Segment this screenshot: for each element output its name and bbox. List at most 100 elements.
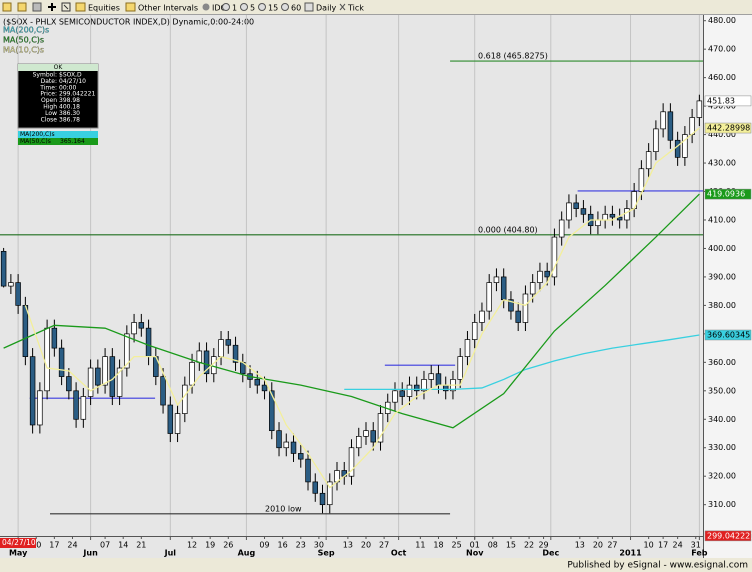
toolbar-item[interactable]: 60 <box>291 4 301 13</box>
clock-icon[interactable] <box>222 3 230 11</box>
candle-body <box>327 481 333 506</box>
x-tick-label: 13 <box>575 541 585 550</box>
x-tick-label: 17 <box>49 541 59 550</box>
chart-icon[interactable] <box>32 2 42 12</box>
candle-body <box>624 208 630 221</box>
y-tick-label: 480.00 <box>708 16 736 25</box>
calendar-icon[interactable] <box>304 2 314 12</box>
candle-body <box>674 139 681 158</box>
tick-icon[interactable] <box>339 3 346 11</box>
price-tag-label: 419.0936 <box>707 190 745 199</box>
toolbar-item[interactable]: 15 <box>268 4 278 13</box>
x-tick-label: 09 <box>259 541 269 550</box>
add-icon[interactable] <box>48 3 56 11</box>
candle-body <box>602 213 608 221</box>
candle-body <box>196 350 203 363</box>
folder-icon[interactable] <box>125 2 136 12</box>
x-tick-label: 19 <box>205 541 215 550</box>
toolbar-item[interactable]: 1 <box>232 4 237 13</box>
x-tick-label: 10 <box>31 541 41 550</box>
x-month-label: 2011 <box>619 549 642 558</box>
clock-icon[interactable] <box>281 3 289 11</box>
x-tick-label: 14 <box>118 541 128 550</box>
candle-body <box>682 134 688 158</box>
toolbar-item[interactable]: Equities <box>88 4 120 13</box>
candle-body <box>22 305 29 357</box>
y-tick-label: 440.00 <box>708 130 736 139</box>
clock-icon[interactable] <box>240 3 248 11</box>
price-tag <box>704 530 752 542</box>
candle-body <box>348 447 355 477</box>
ma-line <box>24 127 700 489</box>
info-label: Open <box>41 97 57 104</box>
candle-body <box>102 356 108 386</box>
toolbar-item[interactable]: Other Intervals <box>138 4 198 13</box>
y-tick-label: 460.00 <box>708 73 736 82</box>
folder-icon[interactable] <box>2 2 12 12</box>
x-tick-label: 23 <box>296 541 306 550</box>
candle-body <box>29 356 36 426</box>
link-icon[interactable] <box>61 2 71 12</box>
info-ma-value: 365.164 <box>60 138 85 145</box>
candle-body <box>131 322 137 335</box>
candle-body <box>696 100 703 118</box>
x-tick-label: 07 <box>100 541 110 550</box>
y-tick-label: 340.00 <box>708 415 736 424</box>
x-tick-label: 12 <box>187 541 197 550</box>
info-label: Low <box>45 110 57 117</box>
candle-body <box>660 111 666 130</box>
candle-body <box>37 390 43 426</box>
x-tick-label: 21 <box>136 541 146 550</box>
candle-body <box>573 202 579 209</box>
x-month-label: May <box>9 549 28 558</box>
candle-body <box>124 333 130 369</box>
candle-body <box>319 492 326 506</box>
legend-entry: MA(50,C)s <box>3 36 44 45</box>
x-month-label: Oct <box>391 549 407 558</box>
candle-body <box>616 216 623 221</box>
candle-body <box>428 373 434 380</box>
folder-icon[interactable] <box>75 2 86 12</box>
toolbar-item[interactable]: 5 <box>250 4 255 13</box>
x-tick-label: 25 <box>451 541 461 550</box>
level-label: 0.618 (465.8275) <box>478 52 548 61</box>
x-tick-label: 20 <box>593 541 603 550</box>
folder-icon[interactable] <box>17 2 27 12</box>
candle-body <box>312 481 319 494</box>
info-value: 04/27/10 <box>59 78 86 85</box>
x-tick-label: 31 <box>691 541 701 550</box>
x-month-label: Aug <box>238 549 256 558</box>
candle-body <box>609 213 616 218</box>
toolbar-item[interactable]: IDC <box>212 4 227 13</box>
price-tag-label: 369.60345 <box>707 330 750 339</box>
y-tick-label: 430.00 <box>708 159 736 168</box>
candle-body <box>464 339 471 357</box>
toolbar-item[interactable]: Daily <box>316 4 337 13</box>
price-tag <box>704 188 752 200</box>
candle-body <box>392 390 398 403</box>
candle-body <box>580 208 587 215</box>
info-label: Symbol: <box>33 72 57 79</box>
candle-body <box>406 384 413 397</box>
candle-body <box>145 327 152 357</box>
date-axis <box>0 536 703 558</box>
candle-body <box>544 270 550 278</box>
settings-icon[interactable] <box>202 3 210 11</box>
candle-body <box>515 310 521 323</box>
y-tick-label: 320.00 <box>708 472 736 481</box>
toolbar-item[interactable]: Tick <box>347 4 364 13</box>
y-tick-label: 350.00 <box>708 386 736 395</box>
level-label: 2010 low <box>265 504 302 513</box>
candle-body <box>0 251 7 287</box>
candle-body <box>529 282 536 295</box>
x-tick-label: 30 <box>314 541 324 550</box>
candle-body <box>203 350 210 375</box>
chart-title: ($SOX - PHLX SEMICONDUCTOR INDEX,D) Dyna… <box>3 18 254 27</box>
info-value: 386.30 <box>59 110 80 117</box>
candle-body <box>479 310 485 323</box>
clock-icon[interactable] <box>258 3 266 11</box>
x-tick-label: 17 <box>658 541 668 550</box>
candle-body <box>500 276 507 301</box>
candle-body <box>421 379 427 392</box>
candle-body <box>276 430 282 449</box>
